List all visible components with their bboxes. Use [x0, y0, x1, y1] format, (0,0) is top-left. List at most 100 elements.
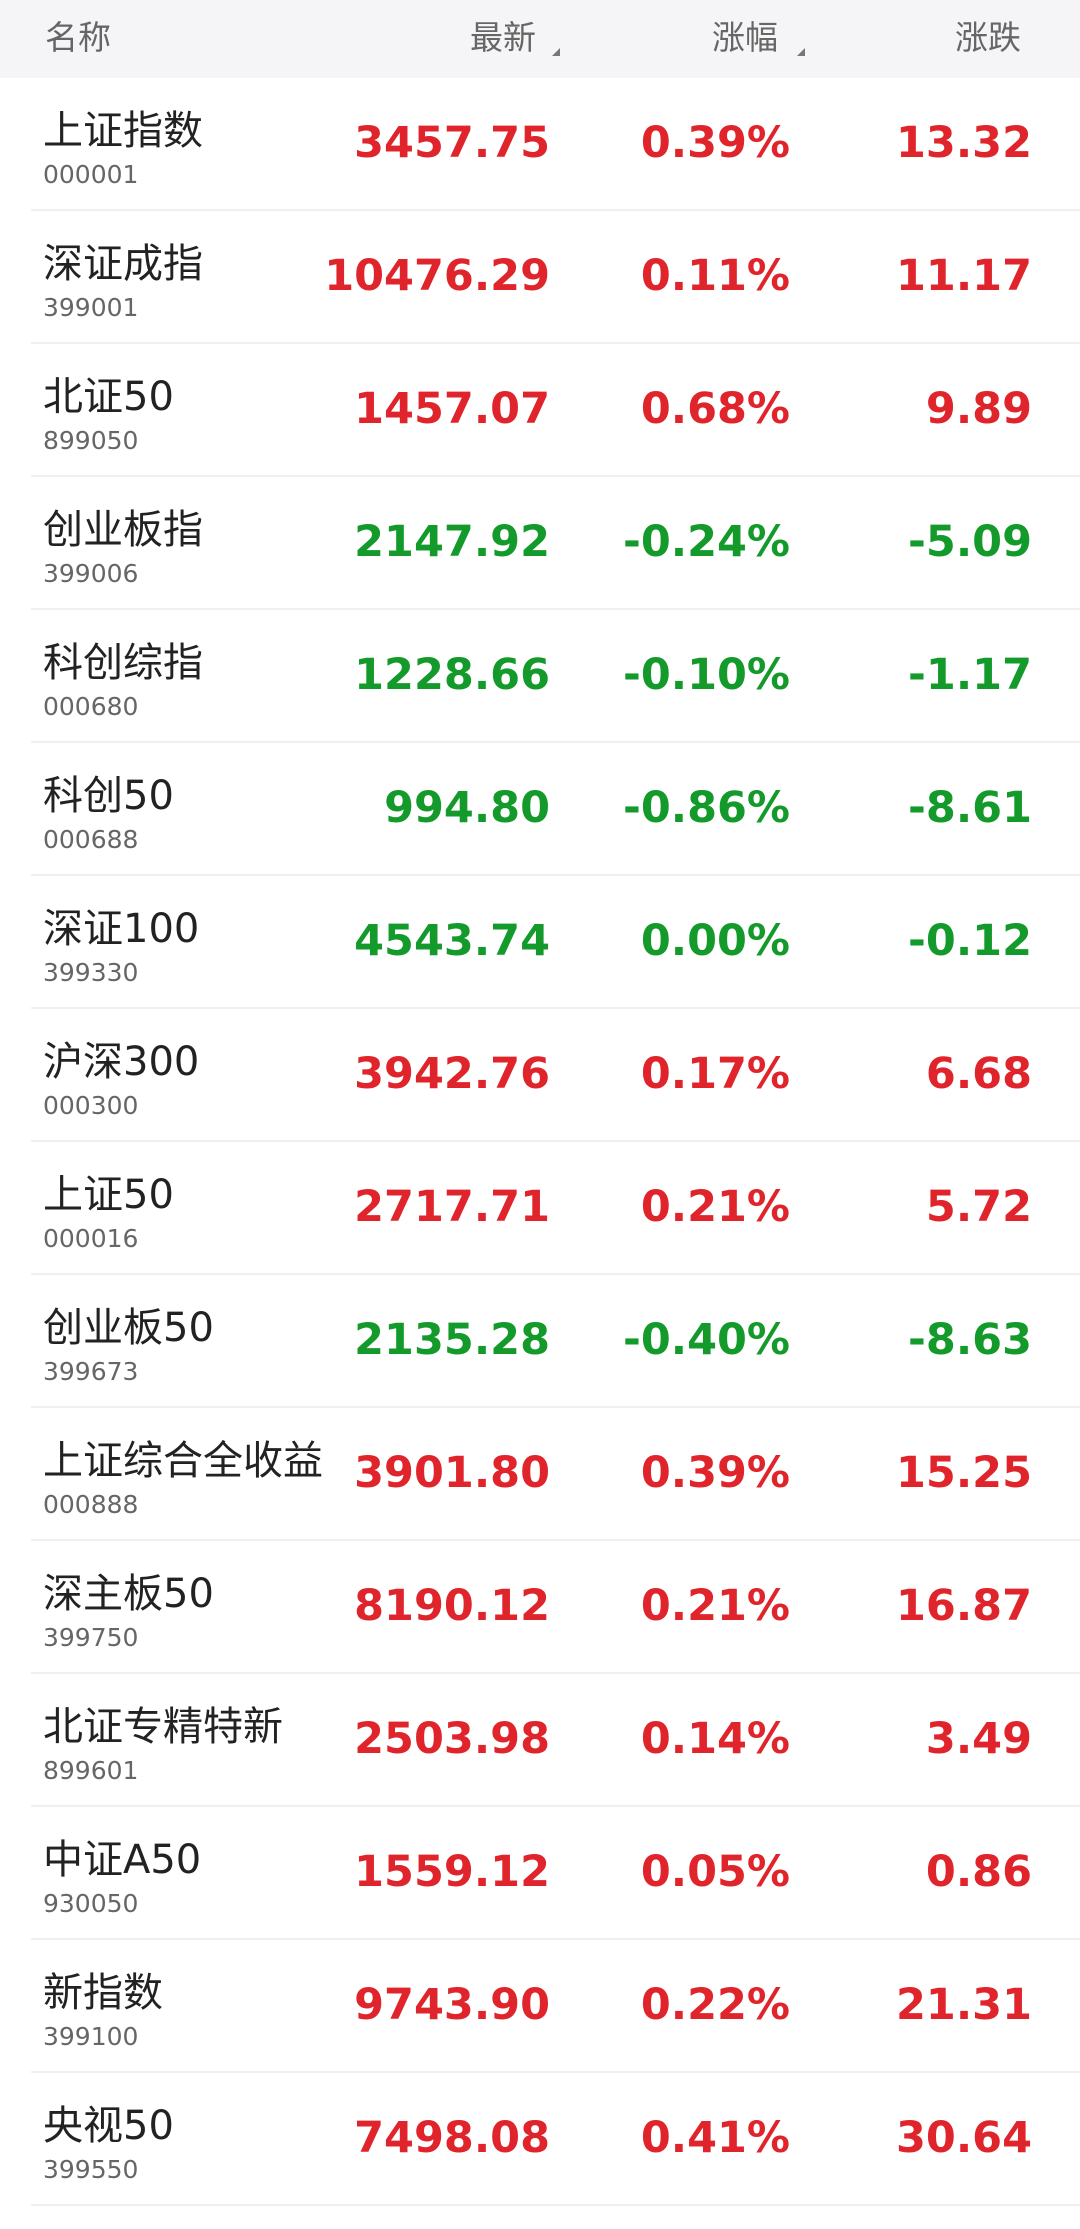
- change-percent: 0.41%: [640, 2113, 790, 2163]
- change-percent: -0.40%: [622, 1315, 790, 1365]
- index-name: 新指数: [43, 1970, 163, 2016]
- latest-price: 1457.07: [354, 384, 550, 434]
- index-row[interactable]: 上证综合全收益 000888 3901.80 0.39% 15.25: [0, 1408, 1080, 1541]
- row-divider: [31, 608, 1080, 610]
- change-amount: 5.72: [925, 1182, 1032, 1232]
- row-divider: [31, 1007, 1080, 1009]
- change-percent: 0.39%: [640, 1448, 790, 1498]
- change-percent: 0.00%: [640, 916, 790, 966]
- row-divider: [31, 874, 1080, 876]
- index-code: 000680: [43, 692, 139, 721]
- index-row[interactable]: 北证专精特新 899601 2503.98 0.14% 3.49: [0, 1674, 1080, 1807]
- index-row[interactable]: 深证100 399330 4543.74 0.00% -0.12: [0, 876, 1080, 1009]
- change-percent: 0.39%: [640, 118, 790, 168]
- index-name: 深证100: [43, 906, 200, 952]
- sort-icon: [552, 48, 560, 56]
- index-name: 央视50: [43, 2103, 174, 2149]
- change-percent: 0.22%: [640, 1980, 790, 2030]
- index-row[interactable]: 央视50 399550 7498.08 0.41% 30.64: [0, 2073, 1080, 2206]
- index-name: 创业板指: [43, 507, 203, 553]
- row-divider: [31, 1805, 1080, 1807]
- change-percent: 0.05%: [640, 1847, 790, 1897]
- index-row[interactable]: 北证50 899050 1457.07 0.68% 9.89: [0, 344, 1080, 477]
- change-amount: 21.31: [895, 1980, 1032, 2030]
- index-code: 399550: [43, 2155, 139, 2184]
- row-divider: [31, 1938, 1080, 1940]
- row-divider: [31, 1406, 1080, 1408]
- latest-price: 9743.90: [354, 1980, 550, 2030]
- index-code: 399001: [43, 293, 139, 322]
- index-row[interactable]: 上证50 000016 2717.71 0.21% 5.72: [0, 1142, 1080, 1275]
- index-row[interactable]: 科创综指 000680 1228.66 -0.10% -1.17: [0, 610, 1080, 743]
- index-code: 399750: [43, 1623, 139, 1652]
- change-amount: 16.87: [895, 1581, 1032, 1631]
- latest-price: 2135.28: [354, 1315, 550, 1365]
- change-percent: -0.10%: [622, 650, 790, 700]
- row-divider: [31, 2071, 1080, 2073]
- column-header[interactable]: 涨跌: [955, 18, 1021, 57]
- latest-price: 3457.75: [354, 118, 550, 168]
- index-code: 000300: [43, 1091, 139, 1120]
- index-code: 930050: [43, 1889, 139, 1918]
- latest-price: 2717.71: [354, 1182, 550, 1232]
- index-name: 北证专精特新: [43, 1704, 283, 1750]
- row-divider: [31, 2204, 1080, 2206]
- change-amount: -8.61: [908, 783, 1032, 833]
- latest-price: 3901.80: [354, 1448, 550, 1498]
- index-code: 899601: [43, 1756, 139, 1785]
- index-row[interactable]: 创业板指 399006 2147.92 -0.24% -5.09: [0, 477, 1080, 610]
- change-amount: 6.68: [925, 1049, 1032, 1099]
- index-code: 000001: [43, 160, 139, 189]
- latest-price: 1559.12: [354, 1847, 550, 1897]
- index-code: 399100: [43, 2022, 139, 2051]
- row-divider: [31, 209, 1080, 211]
- change-amount: 9.89: [925, 384, 1032, 434]
- index-code: 399330: [43, 958, 139, 987]
- row-divider: [31, 475, 1080, 477]
- sort-icon: [797, 48, 805, 56]
- index-row[interactable]: 深证成指 399001 10476.29 0.11% 11.17: [0, 211, 1080, 344]
- latest-price: 1228.66: [354, 650, 550, 700]
- change-percent: 0.21%: [640, 1182, 790, 1232]
- change-percent: -0.24%: [622, 517, 790, 567]
- change-percent: 0.21%: [640, 1581, 790, 1631]
- latest-price: 10476.29: [324, 251, 550, 301]
- index-name: 上证50: [43, 1172, 174, 1218]
- change-amount: 15.25: [895, 1448, 1032, 1498]
- index-code: 000016: [43, 1224, 139, 1253]
- latest-price: 8190.12: [354, 1581, 550, 1631]
- change-amount: 13.32: [895, 118, 1032, 168]
- change-amount: -0.12: [908, 916, 1032, 966]
- latest-price: 4543.74: [354, 916, 550, 966]
- index-name: 沪深300: [43, 1039, 200, 1085]
- index-row[interactable]: 上证指数 000001 3457.75 0.39% 13.32: [0, 78, 1080, 211]
- index-row[interactable]: 沪深300 000300 3942.76 0.17% 6.68: [0, 1009, 1080, 1142]
- row-divider: [31, 1140, 1080, 1142]
- index-name: 上证综合全收益: [43, 1438, 323, 1484]
- change-amount: 30.64: [895, 2113, 1032, 2163]
- change-percent: 0.14%: [640, 1714, 790, 1764]
- latest-price: 7498.08: [354, 2113, 550, 2163]
- index-code: 000688: [43, 825, 139, 854]
- column-header[interactable]: 名称: [45, 18, 111, 57]
- change-amount: -8.63: [908, 1315, 1032, 1365]
- index-row[interactable]: 创业板50 399673 2135.28 -0.40% -8.63: [0, 1275, 1080, 1408]
- column-header[interactable]: 最新: [470, 18, 536, 57]
- index-row[interactable]: 中证A50 930050 1559.12 0.05% 0.86: [0, 1807, 1080, 1940]
- index-row[interactable]: 新指数 399100 9743.90 0.22% 21.31: [0, 1940, 1080, 2073]
- index-name: 科创50: [43, 773, 174, 819]
- index-code: 399006: [43, 559, 139, 588]
- column-header[interactable]: 涨幅: [712, 18, 778, 57]
- index-row[interactable]: 深主板50 399750 8190.12 0.21% 16.87: [0, 1541, 1080, 1674]
- change-percent: 0.68%: [640, 384, 790, 434]
- table-header: 名称 最新 涨幅 涨跌: [0, 0, 1080, 78]
- row-divider: [31, 1273, 1080, 1275]
- change-amount: 0.86: [925, 1847, 1032, 1897]
- change-percent: -0.86%: [622, 783, 790, 833]
- index-row[interactable]: 科创50 000688 994.80 -0.86% -8.61: [0, 743, 1080, 876]
- change-amount: 11.17: [895, 251, 1032, 301]
- index-name: 中证A50: [43, 1837, 202, 1883]
- row-divider: [31, 1672, 1080, 1674]
- change-amount: -1.17: [908, 650, 1032, 700]
